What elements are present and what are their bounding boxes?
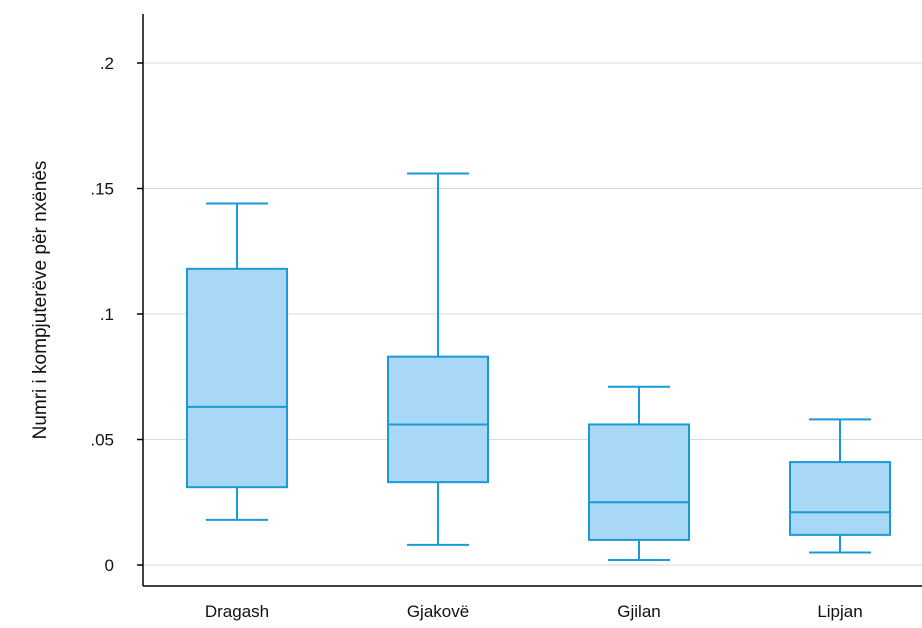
y-axis-title: Numri i kompjuterëve për nxënës bbox=[30, 161, 51, 440]
iqr-box bbox=[588, 423, 690, 541]
y-tick-label: .15 bbox=[90, 180, 114, 199]
box-group-gjilan bbox=[588, 385, 690, 561]
y-axis-ticks: 0 .05 .1 .15 .2 bbox=[90, 54, 143, 575]
x-tick-label: Gjilan bbox=[617, 602, 660, 621]
x-tick-label: Lipjan bbox=[817, 602, 862, 621]
x-tick-label: Gjakovë bbox=[407, 602, 469, 621]
iqr-box bbox=[789, 461, 891, 536]
y-tick-label: 0 bbox=[105, 556, 114, 575]
axes bbox=[142, 14, 922, 587]
box-group-dragash bbox=[186, 202, 288, 521]
iqr-box bbox=[186, 267, 288, 489]
y-tick-label: .1 bbox=[100, 305, 114, 324]
y-tick-label: .05 bbox=[90, 431, 114, 450]
x-tick-label: Dragash bbox=[205, 602, 269, 621]
box-group-gjakovë bbox=[387, 172, 489, 546]
boxes bbox=[186, 172, 891, 561]
iqr-box bbox=[387, 355, 489, 484]
x-axis-tick-labels: Dragash Gjakovë Gjilan Lipjan bbox=[205, 602, 863, 621]
y-tick-label: .2 bbox=[100, 54, 114, 73]
box-group-lipjan bbox=[789, 418, 891, 554]
